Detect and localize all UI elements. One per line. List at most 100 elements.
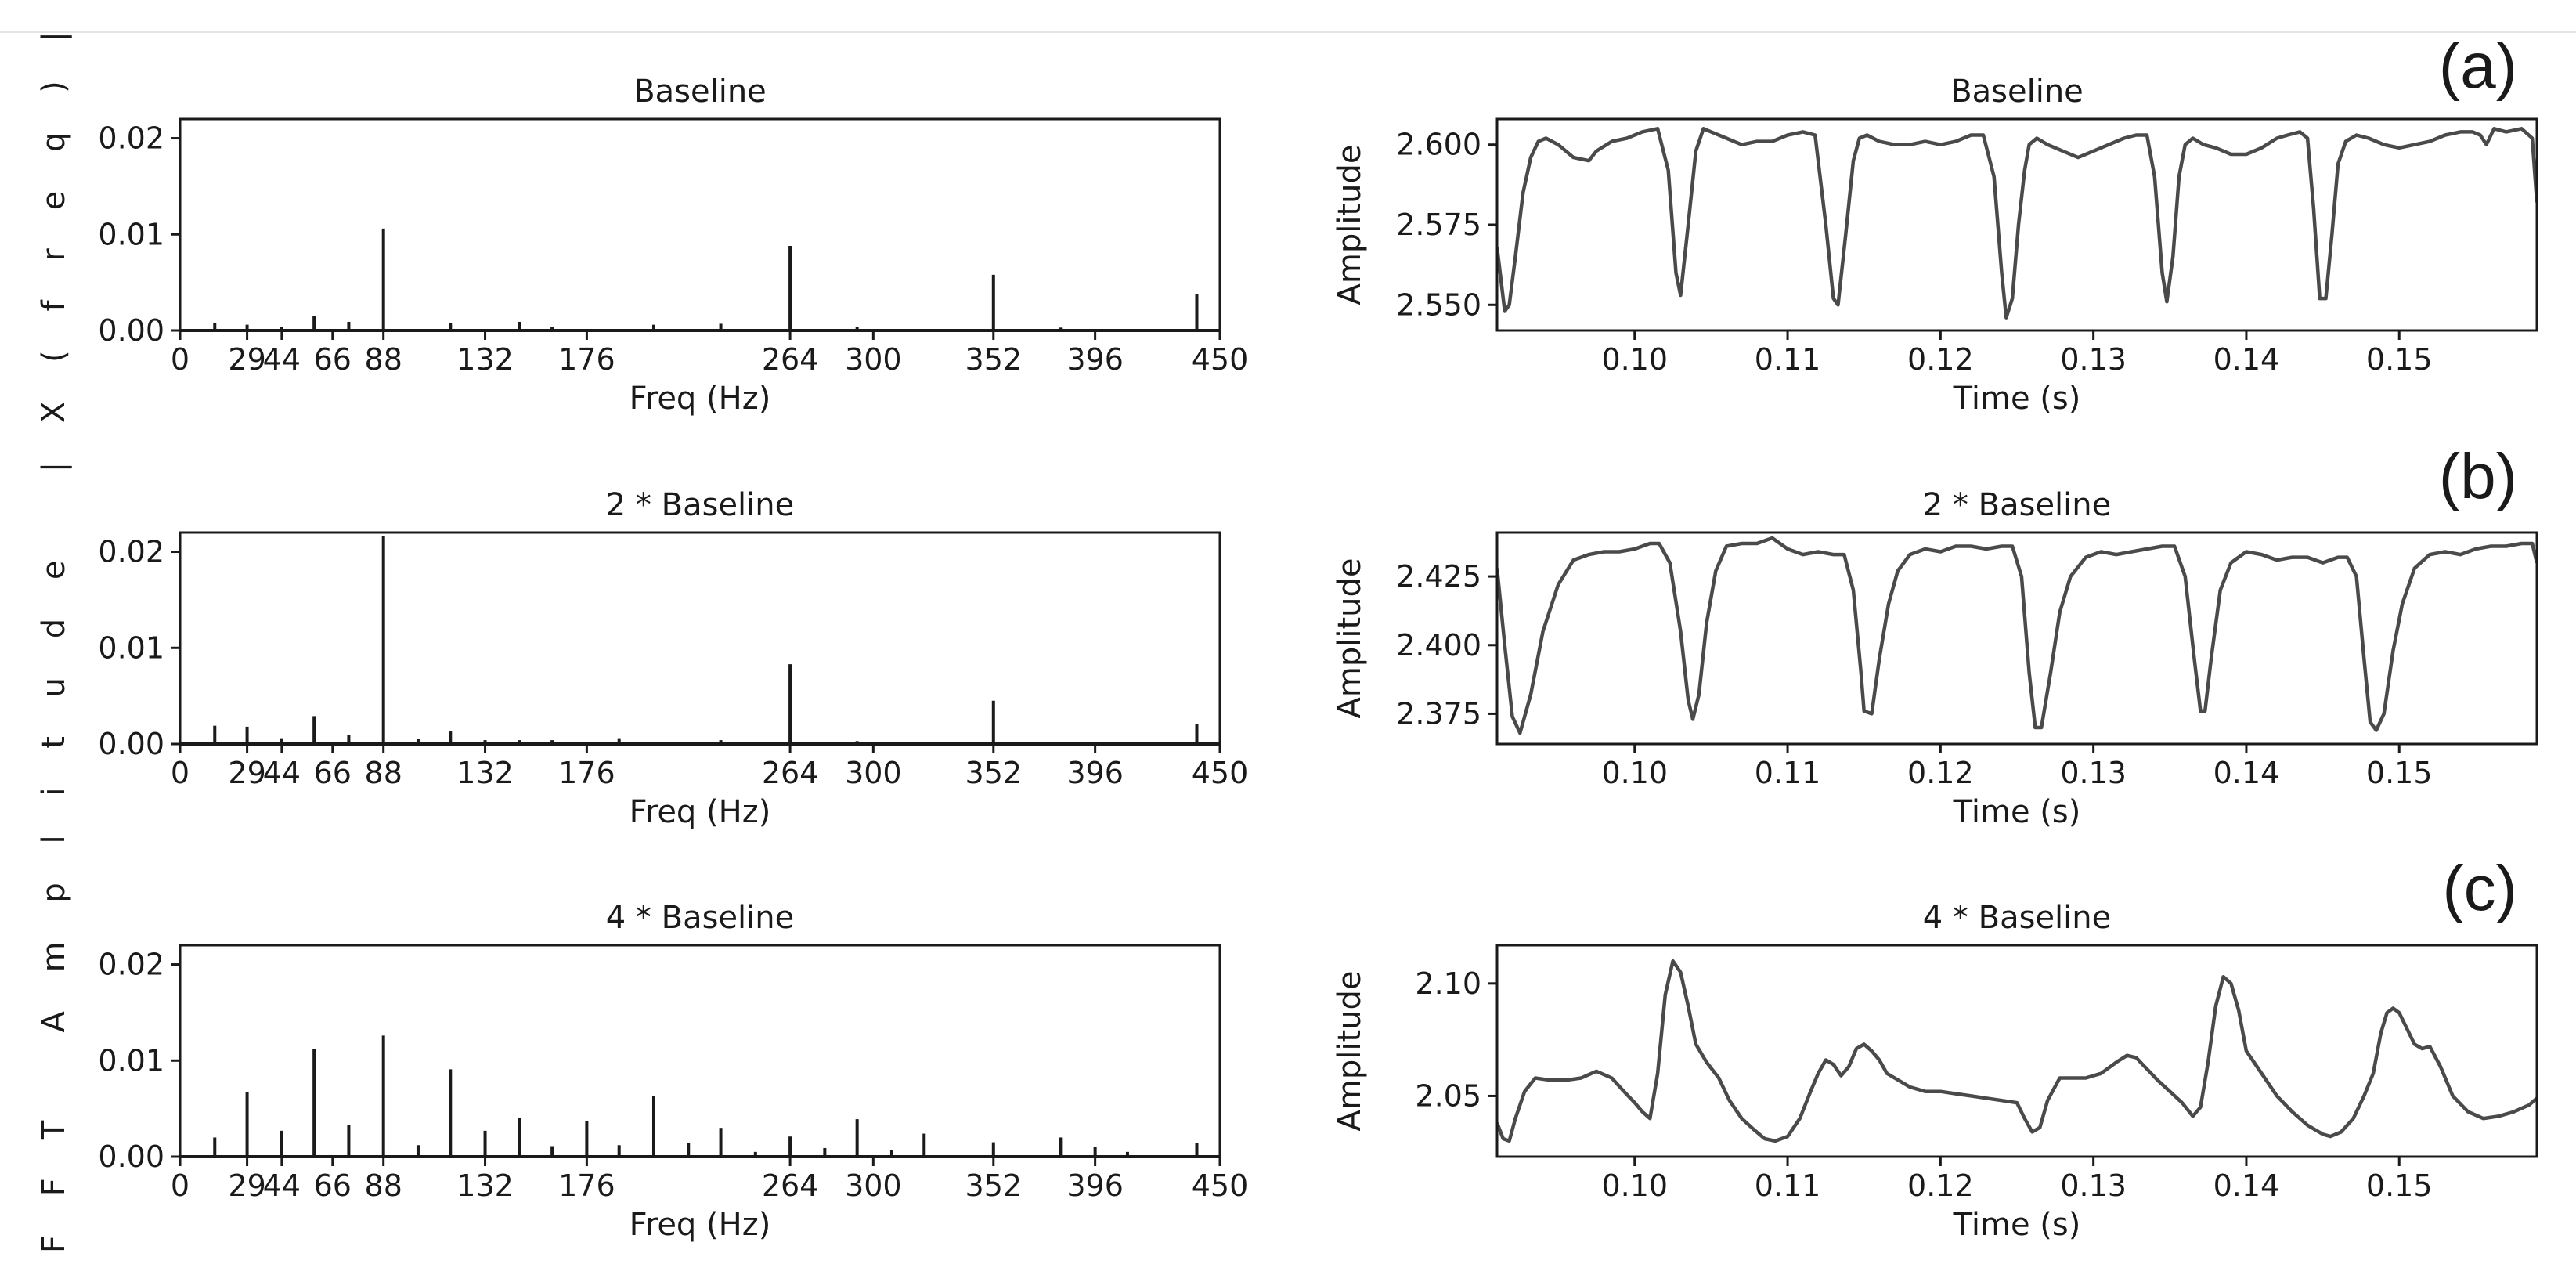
time-a-ytick-label: 2.550 bbox=[1396, 287, 1481, 322]
fft-b-xtick-label: 352 bbox=[965, 756, 1023, 790]
fft-c-xtick-label: 264 bbox=[762, 1168, 819, 1203]
time-c-xtick-label: 0.11 bbox=[1755, 1168, 1821, 1203]
fft-a-xtick-label: 132 bbox=[456, 342, 514, 377]
time-c-ylabel: Amplitude bbox=[1332, 971, 1368, 1132]
time-b-series-line bbox=[1497, 536, 2537, 735]
fft-c-plot-frame bbox=[179, 944, 1221, 1158]
fft-c-xtick-label: 396 bbox=[1066, 1168, 1124, 1203]
fft-b-title: 2 * Baseline bbox=[606, 487, 794, 523]
fft-c-xtick-label: 88 bbox=[365, 1168, 402, 1203]
time-a-xtick-label: 0.15 bbox=[2366, 342, 2433, 377]
time-b-xtick-label: 0.15 bbox=[2366, 756, 2433, 790]
fft-b-xtick-label: 264 bbox=[762, 756, 819, 790]
fft-b-xtick-label: 450 bbox=[1192, 756, 1249, 790]
time-c-xlabel: Time (s) bbox=[1953, 1207, 2081, 1243]
time-a-xtick-label: 0.14 bbox=[2213, 342, 2280, 377]
fft-c-title: 4 * Baseline bbox=[606, 900, 794, 936]
time-c-xtick-label: 0.15 bbox=[2366, 1168, 2433, 1203]
time-c-title: 4 * Baseline bbox=[1923, 900, 2111, 936]
time-c-ytick-label: 2.05 bbox=[1415, 1078, 1481, 1113]
fft-c-xtick-label: 300 bbox=[845, 1168, 902, 1203]
time-b-xtick-label: 0.11 bbox=[1755, 756, 1821, 790]
fft-b-xtick-label: 88 bbox=[365, 756, 402, 790]
time-b-ylabel: Amplitude bbox=[1332, 558, 1368, 719]
time-a-chart: Baseline 0.10 0.11 0.12 0.13 0.14 0.15 2.550 2.5… bbox=[1332, 74, 2538, 417]
fft-a-xtick-label: 352 bbox=[965, 342, 1023, 377]
fft-a-plot-frame bbox=[179, 117, 1221, 332]
fft-a-xtick-label: 44 bbox=[263, 342, 301, 377]
panel-label-b: (b) bbox=[2439, 441, 2517, 512]
time-b-chart: 2 * Baseline 0.10 0.11 0.12 0.13 0.14 0.15 2.37… bbox=[1332, 487, 2538, 830]
time-a-xtick-label: 0.13 bbox=[2060, 342, 2127, 377]
time-b-xtick-label: 0.10 bbox=[1601, 756, 1668, 790]
time-a-ytick-label: 2.575 bbox=[1396, 208, 1481, 242]
time-c-chart: 4 * Baseline 0.10 0.11 0.12 0.13 0.14 0.15 2.05… bbox=[1332, 900, 2538, 1243]
fft-b-xtick-label: 44 bbox=[263, 756, 301, 790]
fft-c-xtick-label: 44 bbox=[263, 1168, 301, 1203]
fft-a-xtick-label: 450 bbox=[1192, 342, 1249, 377]
fft-b-ytick-label: 0.02 bbox=[98, 535, 164, 569]
time-c-xtick-label: 0.14 bbox=[2213, 1168, 2280, 1203]
fft-c-ytick-label: 0.00 bbox=[98, 1139, 164, 1174]
time-c-xtick-label: 0.12 bbox=[1907, 1168, 1974, 1203]
time-c-xtick-label: 0.10 bbox=[1601, 1168, 1668, 1203]
fft-b-xtick-label: 132 bbox=[456, 756, 514, 790]
fft-a-xtick-label: 0 bbox=[171, 342, 189, 377]
time-b-ytick-label: 2.375 bbox=[1396, 696, 1481, 731]
fft-a-xtick-label: 396 bbox=[1066, 342, 1124, 377]
fft-b-xlabel: Freq (Hz) bbox=[630, 794, 771, 830]
time-c-xtick-label: 0.13 bbox=[2060, 1168, 2127, 1203]
fft-a-xtick-label: 29 bbox=[228, 342, 265, 377]
time-b-xtick-label: 0.14 bbox=[2213, 756, 2280, 790]
time-c-plot-frame bbox=[1495, 944, 2538, 1158]
fft-a-title: Baseline bbox=[633, 74, 767, 110]
fft-a-ytick-label: 0.00 bbox=[98, 313, 164, 348]
fft-b-ytick-label: 0.01 bbox=[98, 630, 164, 665]
time-a-plot-frame bbox=[1495, 117, 2538, 332]
top-divider bbox=[0, 31, 2576, 33]
time-a-xtick-label: 0.10 bbox=[1601, 342, 1668, 377]
fft-b-xtick-label: 300 bbox=[845, 756, 902, 790]
time-b-xtick-label: 0.13 bbox=[2060, 756, 2127, 790]
time-a-xlabel: Time (s) bbox=[1953, 381, 2081, 417]
fft-a-xtick-label: 66 bbox=[314, 342, 352, 377]
fft-b-xtick-label: 0 bbox=[171, 756, 189, 790]
fft-a-xtick-label: 264 bbox=[762, 342, 819, 377]
fft-c-xtick-label: 66 bbox=[314, 1168, 352, 1203]
time-b-ytick-label: 2.400 bbox=[1396, 628, 1481, 663]
fft-a-ytick-label: 0.01 bbox=[98, 217, 164, 251]
time-a-ylabel: Amplitude bbox=[1332, 145, 1368, 305]
time-a-ytick-label: 2.600 bbox=[1396, 128, 1481, 162]
time-a-xtick-label: 0.11 bbox=[1755, 342, 1821, 377]
fft-b-plot-frame bbox=[179, 531, 1221, 746]
fft-a-ytick-label: 0.02 bbox=[98, 121, 164, 156]
fft-a-xlabel: Freq (Hz) bbox=[630, 381, 771, 417]
fft-b-xtick-label: 29 bbox=[228, 756, 265, 790]
time-a-title: Baseline bbox=[1950, 74, 2084, 110]
time-a-xtick-label: 0.12 bbox=[1907, 342, 1974, 377]
fft-c-ytick-label: 0.01 bbox=[98, 1043, 164, 1078]
fft-c-xtick-label: 0 bbox=[171, 1168, 189, 1203]
fft-b-xtick-label: 396 bbox=[1066, 756, 1124, 790]
time-a-series-line bbox=[1497, 127, 2537, 320]
panel-label-a: (a) bbox=[2439, 31, 2517, 102]
fft-c-xtick-label: 450 bbox=[1192, 1168, 1249, 1203]
time-c-ytick-label: 2.10 bbox=[1415, 966, 1481, 1001]
panel-label-c: (c) bbox=[2442, 853, 2517, 924]
fft-c-xtick-label: 352 bbox=[965, 1168, 1023, 1203]
time-c-series-line bbox=[1497, 959, 2537, 1143]
time-b-xlabel: Time (s) bbox=[1953, 794, 2081, 830]
fft-b-xtick-label: 66 bbox=[314, 756, 352, 790]
fft-a-xtick-label: 176 bbox=[558, 342, 615, 377]
fft-c-xlabel: Freq (Hz) bbox=[630, 1207, 771, 1243]
time-b-plot-frame bbox=[1495, 531, 2538, 746]
fft-b-xtick-label: 176 bbox=[558, 756, 615, 790]
fft-a-xtick-label: 88 bbox=[365, 342, 402, 377]
fft-b-ytick-label: 0.00 bbox=[98, 727, 164, 761]
fft-a-xtick-label: 300 bbox=[845, 342, 902, 377]
time-b-ytick-label: 2.425 bbox=[1396, 559, 1481, 594]
